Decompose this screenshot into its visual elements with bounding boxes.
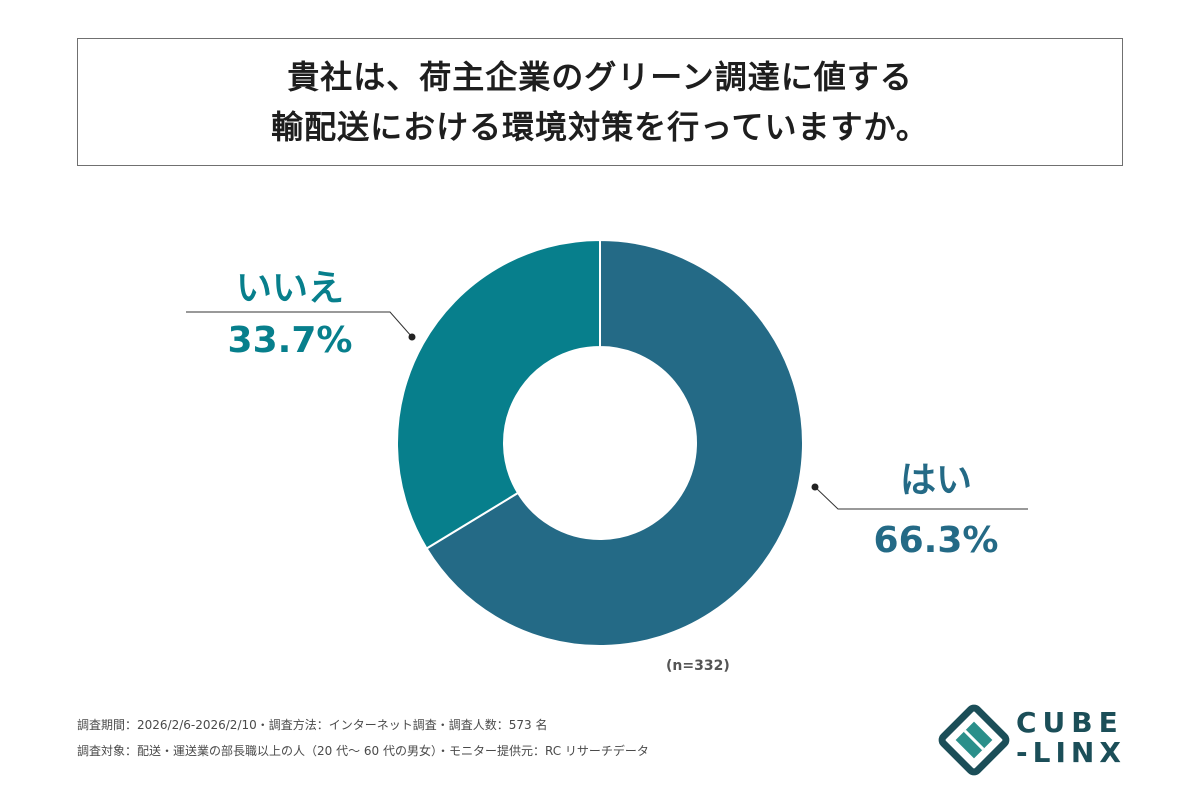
logo-text-linx: -LINX xyxy=(1016,736,1126,769)
logo-text-cube: CUBE xyxy=(1016,706,1124,739)
donut-slice-yes xyxy=(425,238,804,647)
donut-slice-no xyxy=(396,238,601,550)
survey-info-line-1: 調査期間：2026/2/6-2026/2/10・調査方法：インターネット調査・調… xyxy=(77,718,548,732)
callout-dot-yes xyxy=(811,483,819,491)
sample-size-label: (n=332) xyxy=(666,658,730,674)
chart-title-line-1: 貴社は、荷主企業のグリーン調達に値する xyxy=(287,58,913,96)
slice-label-yes: はい xyxy=(900,460,972,501)
callout-dot-no xyxy=(408,333,416,341)
chart-title-box: 貴社は、荷主企業のグリーン調達に値する 輸配送における環境対策を行っていますか。 xyxy=(77,38,1123,166)
survey-footer: 調査期間：2026/2/6-2026/2/10・調査方法：インターネット調査・調… xyxy=(77,712,649,764)
survey-info-line-2: 調査対象：配送・運送業の部長職以上の人（20 代〜 60 代の男女）・モニター提… xyxy=(77,744,649,758)
cube-logo-icon xyxy=(938,704,1010,776)
callout-line-yes xyxy=(814,486,1028,510)
callout-line-no xyxy=(186,311,413,338)
slice-value-yes: 66.3% xyxy=(874,520,999,561)
chart-title-line-2: 輸配送における環境対策を行っていますか。 xyxy=(271,108,929,146)
cube-linx-logo: CUBE -LINX xyxy=(938,704,1128,776)
slice-value-no: 33.7% xyxy=(228,320,353,361)
slice-label-no: いいえ xyxy=(236,268,344,309)
